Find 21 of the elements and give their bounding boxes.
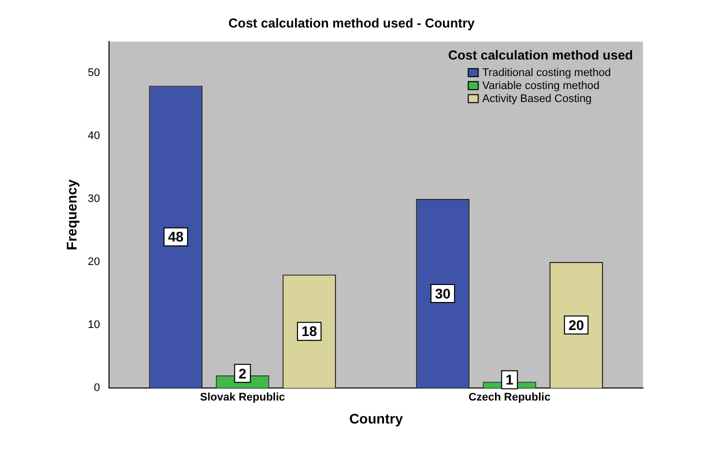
- data-label: 2: [238, 365, 247, 382]
- legend-label: Traditional costing method: [482, 67, 611, 80]
- x-tick-label: Slovak Republic: [200, 392, 286, 404]
- legend-label: Variable costing method: [482, 80, 600, 92]
- x-tick-label: Czech Republic: [468, 392, 550, 404]
- y-tick-label: 50: [88, 67, 100, 80]
- data-label: 20: [568, 316, 584, 333]
- data-label: 30: [434, 285, 451, 302]
- y-tick-label: 30: [88, 193, 100, 206]
- legend-title: Cost calculation method used: [448, 48, 634, 63]
- y-axis-title: Frequency: [63, 179, 80, 250]
- y-tick-label: 10: [88, 319, 100, 332]
- y-tick-label: 0: [94, 382, 100, 394]
- data-label: 48: [168, 228, 184, 245]
- y-tick-label: 40: [88, 130, 100, 142]
- x-axis-title: Country: [349, 410, 404, 426]
- chart-title: Cost calculation method used - Country: [228, 15, 476, 30]
- data-label: 18: [301, 323, 318, 340]
- legend-label: Activity Based Costing: [482, 93, 592, 106]
- y-tick-label: 20: [88, 256, 100, 268]
- data-label: 1: [506, 372, 514, 388]
